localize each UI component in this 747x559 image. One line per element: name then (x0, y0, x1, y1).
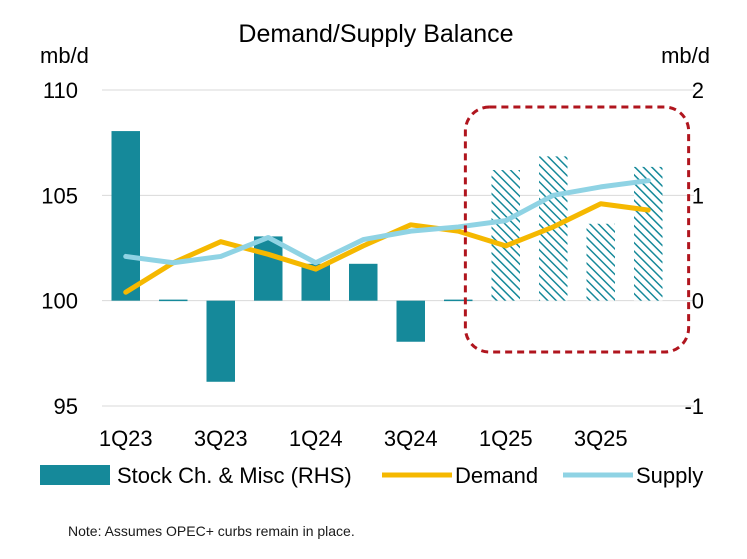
demand-supply-chart: Demand/Supply Balance mb/d mb/d 11010510… (40, 20, 710, 488)
bar-4Q25 (634, 166, 663, 301)
bar-3Q25 (586, 223, 615, 301)
legend: Stock Ch. & Misc (RHS) Demand Supply (40, 463, 703, 488)
legend-swatch-stock (40, 465, 110, 485)
stock-change-bars (111, 131, 663, 382)
x-tick-label: 3Q23 (194, 426, 248, 451)
series-lines (123, 178, 651, 295)
left-axis-unit: mb/d (40, 43, 89, 68)
right-axis-unit: mb/d (661, 43, 710, 68)
forecast-box (463, 105, 691, 354)
left-axis-ticks: 110 105 100 95 (41, 78, 78, 419)
x-tick-label: 3Q25 (574, 426, 628, 451)
bar-1Q25 (491, 170, 520, 301)
legend-label-stock: Stock Ch. & Misc (RHS) (117, 463, 352, 488)
left-tick-label: 95 (54, 394, 78, 419)
left-tick-label: 105 (41, 183, 78, 208)
line-demand (123, 201, 651, 295)
chart-note: Note: Assumes OPEC+ curbs remain in plac… (68, 523, 355, 539)
x-tick-label: 1Q23 (99, 426, 153, 451)
legend-label-demand: Demand (455, 463, 538, 488)
legend-label-supply: Supply (636, 463, 703, 488)
line-supply (123, 178, 651, 266)
chart-title: Demand/Supply Balance (238, 20, 513, 48)
right-tick-label: 1 (692, 183, 704, 208)
bar-2Q24 (349, 263, 378, 301)
left-tick-label: 110 (43, 78, 78, 103)
bar-4Q24 (444, 299, 473, 302)
right-tick-label: 0 (692, 289, 704, 314)
bar-4Q23 (254, 236, 283, 301)
x-axis-tick-labels: 1Q23 3Q23 1Q24 3Q24 1Q25 3Q25 (99, 426, 628, 451)
x-tick-label: 3Q24 (384, 426, 438, 451)
right-axis-ticks: 2 1 0 -1 (684, 78, 704, 419)
x-tick-label: 1Q24 (289, 426, 343, 451)
bar-3Q23 (206, 300, 235, 382)
bar-1Q23 (111, 131, 140, 301)
left-tick-label: 100 (41, 289, 78, 314)
forecast-highlight (463, 105, 691, 354)
bar-2Q23 (159, 299, 188, 302)
right-tick-label: -1 (684, 394, 704, 419)
x-tick-label: 1Q25 (479, 426, 533, 451)
right-tick-label: 2 (692, 78, 704, 103)
bar-3Q24 (396, 300, 425, 342)
